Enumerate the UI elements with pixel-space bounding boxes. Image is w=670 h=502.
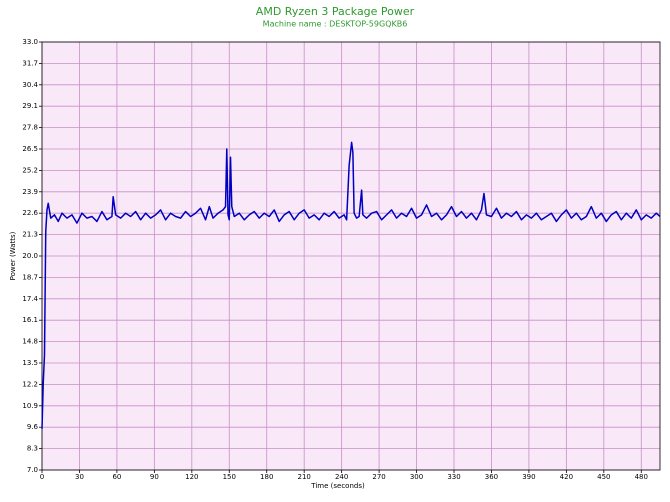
y-tick-label: 30.4 [22,81,38,89]
y-tick-label: 16.1 [22,316,38,324]
x-tick-label: 90 [150,473,159,481]
y-tick-label: 9.6 [27,423,39,431]
x-tick-label: 270 [372,473,385,481]
y-tick-label: 14.8 [22,338,38,346]
y-tick-label: 20.0 [22,252,38,260]
y-tick-label: 29.1 [22,102,38,110]
chart-subtitle: Machine name : DESKTOP-59GQKB6 [263,20,408,29]
x-tick-label: 450 [597,473,610,481]
y-tick-label: 17.4 [22,295,38,303]
y-tick-label: 18.7 [22,273,38,281]
y-tick-label: 27.8 [22,124,38,132]
x-tick-label: 210 [297,473,310,481]
y-tick-label: 33.0 [22,38,38,46]
x-tick-label: 420 [560,473,573,481]
x-tick-label: 150 [223,473,236,481]
y-tick-label: 12.2 [22,380,38,388]
y-tick-label: 25.2 [22,166,38,174]
y-tick-label: 21.3 [22,231,38,239]
x-tick-label: 360 [485,473,498,481]
y-tick-label: 13.5 [22,359,38,367]
plot-border [41,41,661,471]
x-tick-label: 480 [635,473,648,481]
x-tick-label: 30 [75,473,84,481]
y-tick-label: 7.0 [27,466,38,474]
x-tick-label: 390 [522,473,535,481]
x-tick-label: 0 [40,473,44,481]
chart-title: AMD Ryzen 3 Package Power [256,5,415,18]
y-tick-label: 8.3 [27,445,38,453]
x-tick-label: 330 [447,473,460,481]
x-tick-label: 240 [335,473,348,481]
y-tick-label: 10.9 [22,402,38,410]
x-tick-label: 180 [260,473,273,481]
y-tick-label: 22.6 [22,209,38,217]
x-tick-label: 60 [112,473,121,481]
x-tick-label: 120 [185,473,198,481]
y-tick-label: 31.7 [22,59,38,67]
x-tick-label: 300 [410,473,423,481]
y-tick-label: 26.5 [22,145,38,153]
y-axis-label: Power (Watts) [9,231,17,280]
y-tick-label: 23.9 [22,188,38,196]
data-line [41,141,661,429]
x-axis-label: Time (seconds) [310,482,365,490]
